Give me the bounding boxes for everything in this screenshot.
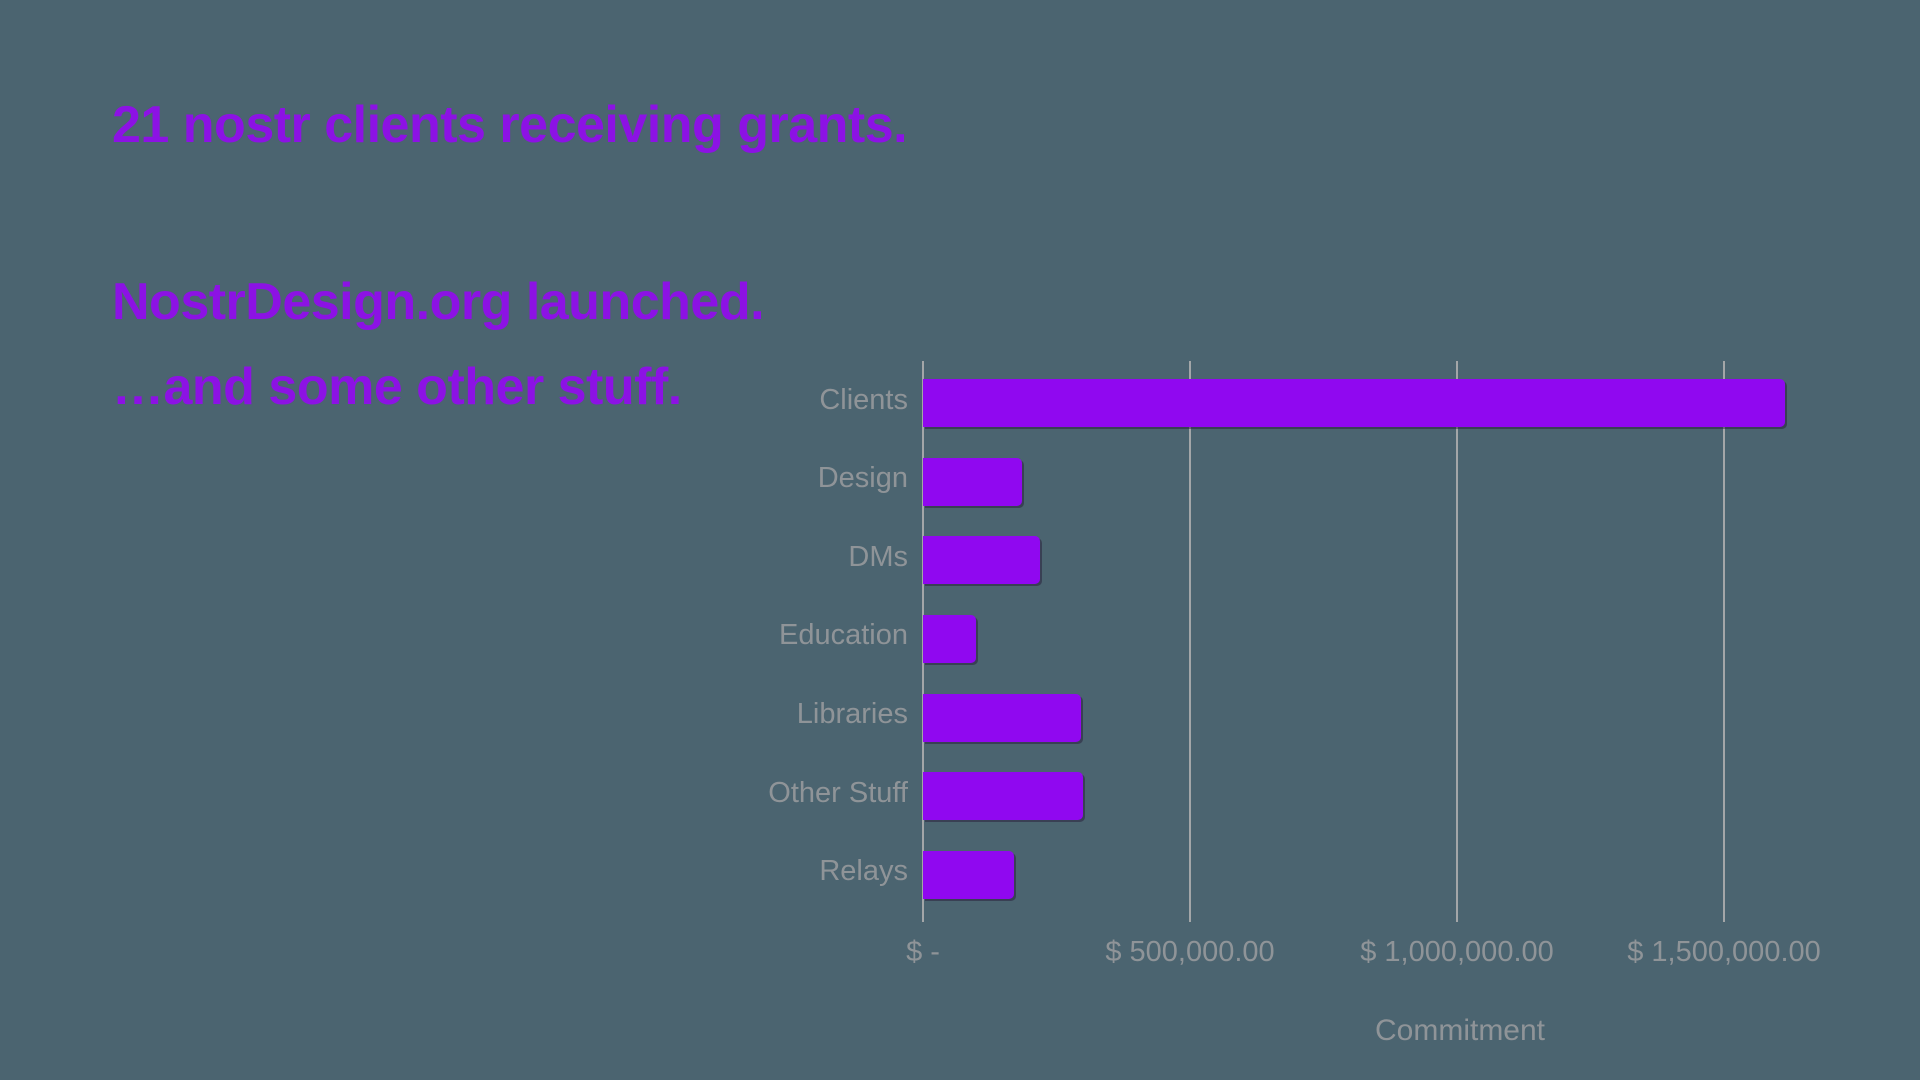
gridline-3 [1723, 361, 1725, 911]
x-tick-mark-3 [1723, 911, 1725, 922]
bar-clients [923, 379, 1786, 428]
bar-row-relays: Relays [0, 832, 1800, 911]
gridline-2 [1456, 361, 1458, 911]
bar-libraries [923, 693, 1081, 742]
subheadline: NostrDesign.org launched. [112, 273, 765, 331]
category-label-dms: DMs [848, 540, 908, 573]
category-label-education: Education [779, 619, 908, 652]
x-tick-label-0: $ - [906, 936, 940, 968]
bar-other-stuff [923, 772, 1084, 821]
bar-row-design: Design [0, 440, 1800, 519]
bar-relays [923, 850, 1014, 899]
bar-row-other-stuff: Other Stuff [0, 754, 1800, 833]
bar-design [923, 457, 1022, 506]
x-tick-mark-2 [1456, 911, 1458, 922]
bar-rows: Clients Design DMs Education Libraries Other … [0, 361, 1800, 911]
x-tick-label-1: $ 500,000.00 [1105, 936, 1275, 968]
bar-row-education: Education [0, 597, 1800, 676]
category-label-clients: Clients [819, 383, 908, 416]
x-tick-mark-0 [922, 911, 924, 922]
bar-row-libraries: Libraries [0, 675, 1800, 754]
category-label-other-stuff: Other Stuff [768, 776, 908, 809]
headline: 21 nostr clients receiving grants. [112, 96, 908, 154]
bar-dms [923, 536, 1041, 585]
x-tick-label-2: $ 1,000,000.00 [1360, 936, 1554, 968]
x-tick-label-3: $ 1,500,000.00 [1627, 936, 1821, 968]
x-axis-title: Commitment [1374, 1014, 1546, 1047]
x-tick-mark-1 [1189, 911, 1191, 922]
category-label-design: Design [817, 462, 908, 495]
category-label-libraries: Libraries [796, 698, 908, 731]
bar-row-dms: DMs [0, 518, 1800, 597]
bar-education [923, 614, 977, 663]
tagline: …and some other stuff. [112, 358, 682, 416]
bar-row-clients: Clients [0, 361, 1800, 440]
category-label-relays: Relays [819, 855, 908, 888]
gridline-1 [1189, 361, 1191, 911]
